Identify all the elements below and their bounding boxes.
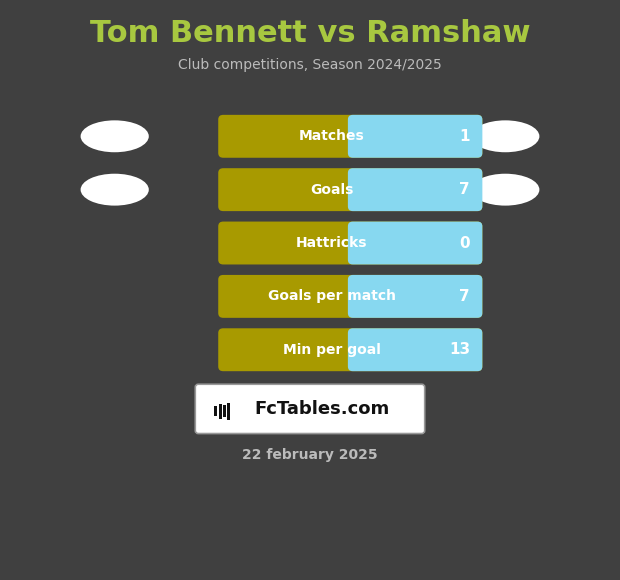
FancyBboxPatch shape <box>218 328 482 371</box>
FancyBboxPatch shape <box>218 168 482 211</box>
Bar <box>223 405 226 417</box>
Bar <box>353 226 364 260</box>
Text: Matches: Matches <box>299 129 365 143</box>
Text: 7: 7 <box>459 182 470 197</box>
Text: Club competitions, Season 2024/2025: Club competitions, Season 2024/2025 <box>178 58 442 72</box>
FancyBboxPatch shape <box>218 115 482 158</box>
Bar <box>353 119 364 153</box>
FancyBboxPatch shape <box>348 222 482 264</box>
Text: Min per goal: Min per goal <box>283 343 381 357</box>
Bar <box>353 280 364 313</box>
Text: 7: 7 <box>459 289 470 304</box>
Bar <box>218 404 222 419</box>
Text: FcTables.com: FcTables.com <box>255 400 390 418</box>
Text: 1: 1 <box>459 129 470 144</box>
Text: 13: 13 <box>449 342 470 357</box>
Bar <box>227 403 231 420</box>
Text: 22 february 2025: 22 february 2025 <box>242 448 378 462</box>
Text: Hattricks: Hattricks <box>296 236 368 250</box>
Ellipse shape <box>81 174 149 205</box>
FancyBboxPatch shape <box>195 384 425 434</box>
Ellipse shape <box>471 121 539 152</box>
Ellipse shape <box>471 174 539 205</box>
Text: Goals per match: Goals per match <box>268 289 396 303</box>
FancyBboxPatch shape <box>348 328 482 371</box>
FancyBboxPatch shape <box>218 275 482 318</box>
Bar <box>215 406 217 416</box>
Bar <box>353 173 364 206</box>
Text: 0: 0 <box>459 235 470 251</box>
Ellipse shape <box>81 121 149 152</box>
FancyBboxPatch shape <box>348 275 482 318</box>
FancyBboxPatch shape <box>218 222 482 264</box>
FancyBboxPatch shape <box>348 168 482 211</box>
Bar <box>353 333 364 367</box>
FancyBboxPatch shape <box>348 115 482 158</box>
Text: Tom Bennett vs Ramshaw: Tom Bennett vs Ramshaw <box>90 19 530 48</box>
Text: Goals: Goals <box>310 183 353 197</box>
